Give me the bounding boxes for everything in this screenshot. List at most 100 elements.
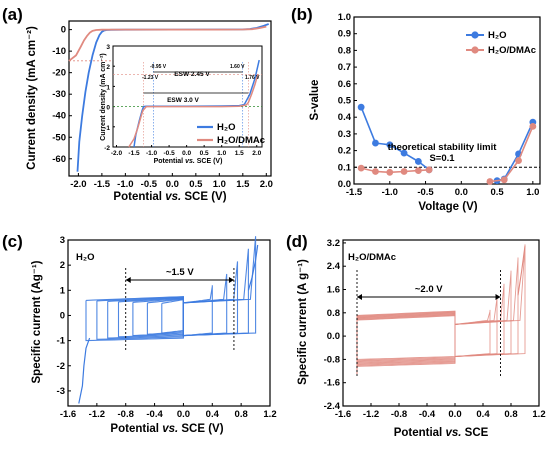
legend-b-marker-water: [471, 31, 479, 39]
panel-d-y-tick-label-2: 1.6: [327, 285, 340, 296]
inset-series: [128, 59, 260, 148]
panel-d-x-tick-label-5: 0.4: [476, 409, 490, 420]
panel-c-y-tick-label-3: 0: [60, 310, 65, 321]
inset-x-tick-label-6: 1.0: [217, 150, 226, 157]
panel-b-point-0-1: [372, 139, 379, 147]
inset-x-tick-label-7: 1.5: [235, 150, 244, 157]
panel-d-window-arrowhead-left: [357, 294, 362, 300]
panel-d-x-tick-label-0: -1.6: [335, 409, 351, 420]
panel-c-y-tick-label-0: 3: [60, 235, 65, 246]
panel-d-cv-loop-left-1: [356, 314, 456, 361]
inset-y-tick-label-1: 2: [106, 64, 110, 71]
panel-b-point-1-9: [529, 122, 537, 130]
inset-x-tick-label-1: -1.5: [128, 150, 140, 157]
panel-d-window-label: ~2.0 V: [415, 284, 443, 295]
panel-d-x-tick-label-7: 1.2: [532, 409, 545, 420]
panel-c-cv-loop-right-0: [182, 285, 213, 337]
panel-c-cv-loop-left-3: [117, 297, 184, 338]
panel-b-legend: H₂O H₂O/DMAc: [466, 30, 536, 56]
panel-b-y-tick-label-10: 1.0: [338, 12, 351, 23]
panel-c-y-tick-label-4: -1: [57, 336, 66, 347]
panel-c-plot-frame: [67, 239, 271, 407]
legend-label-water: H₂O: [217, 122, 235, 133]
panel-c-y-axis-label: Specific current (Ag⁻¹): [31, 260, 43, 383]
inset-ann-176: 1.76 V: [245, 75, 260, 81]
panel-c-cv-curves: [78, 236, 259, 404]
panel-c-x-tick-label-5: 0.4: [206, 409, 220, 420]
panel-d-cv-loop-right-1: [454, 296, 498, 357]
panel-d-x-ticks: -1.6 -1.2 -0.8 -0.4 0.0 0.4 0.8 1.2: [335, 403, 546, 420]
panel-b-y-tick-label-1: 0.1: [338, 162, 352, 173]
panel-b-point-1-2: [386, 168, 394, 176]
panel-b-x-tick-label-3: 0.0: [455, 187, 468, 198]
panel-a-x-tick-label-0: -2.0: [70, 179, 86, 190]
inset-ann-esw245: ESW 2.45 V: [174, 71, 210, 78]
panel-b-point-0-0: [357, 103, 365, 111]
legend-label-dmac: H₂O/DMAc: [217, 135, 265, 146]
inset-ann-160: 1.60 V: [230, 64, 245, 70]
inset-y-tick-label-3: 0: [106, 105, 110, 112]
panel-c-x-tick-label-1: -1.2: [89, 409, 105, 420]
inset-y-tick-label-0: 3: [106, 44, 110, 51]
panel-a-x-tick-label-6: 1.0: [213, 179, 226, 190]
panel-a-y-axis-label: Current density (mA cm⁻²): [26, 26, 38, 170]
inset-x-tick-label-2: -1.0: [146, 150, 158, 157]
panel-a-y-tick-label-6: -60: [52, 154, 66, 165]
panel-a-x-tick-label-1: -1.5: [94, 179, 111, 190]
panel-b-point-1-3: [400, 168, 408, 175]
panel-d-cv-curves: [356, 244, 526, 374]
inset-y-tick-label-2: 1: [106, 84, 110, 91]
panel-b-point-0-3: [400, 149, 408, 157]
panel-d-cv-spike: [517, 245, 526, 296]
panel-b-y-ticks: 0.0 0.1 0.2 0.3 0.4 0.5 0.6 0.7 0.8 0.9 1.0: [338, 12, 357, 190]
inset-x-tick-label-5: 0.5: [200, 150, 209, 157]
panel-b-y-tick-label-3: 0.3: [338, 129, 351, 140]
legend-b-label-dmac: H₂O/DMAc: [488, 45, 536, 56]
panel-b-annotation-s: S=0.1: [429, 153, 455, 164]
panel-c-x-ticks: -1.6 -1.2 -0.8 -0.4 0.0 0.4 0.8 1.2: [60, 403, 277, 420]
panel-a-inset: -2.0 -1.5 -1.0 -0.5 0.0 0.5 1.0 1.5 2.0 3 2 1 0 -1 -2…: [100, 44, 263, 165]
inset-frame: [112, 45, 263, 148]
panel-d-cv-loop-left-4: [356, 312, 456, 364]
panel-b-y-tick-label-6: 0.6: [338, 79, 351, 90]
panel-b-line-0-1: [496, 121, 534, 182]
panel-b-y-axis-label: S-value: [309, 80, 321, 121]
panel-c: (c) -1.6 -1.2 -0.8 -0.4 0.0 0.4 0.8 1.2 3 2 1 0 -1 -…: [2, 232, 277, 435]
panel-d-y-tick-label-3: 0.8: [327, 308, 340, 319]
panel-d-y-axis-label: Specific current (A g⁻¹): [297, 259, 309, 385]
panel-c-cv-loop-right-4: [182, 236, 257, 337]
panel-c-series-label: H₂O: [76, 252, 94, 263]
panel-c-cv-loop-right-1: [182, 273, 228, 337]
panel-b-line-1-1: [489, 126, 534, 183]
panel-b-y-tick-label-9: 0.9: [338, 29, 351, 40]
inset-y-tick-label-5: -2: [104, 145, 110, 152]
panel-b-point-1-0: [357, 164, 365, 172]
panel-a-y-tick-label-3: -30: [52, 89, 66, 100]
panel-c-cv-spike: [247, 244, 259, 291]
panel-d-window: ~2.0 V: [356, 270, 501, 376]
panel-b-point-1-6: [486, 178, 494, 185]
panel-a-x-axis-label: Potential vs. SCE (V): [113, 191, 226, 203]
panel-a-x-tick-label-8: 2.0: [260, 179, 273, 190]
panel-b-x-axis-label: Voltage (V): [418, 201, 477, 213]
panel-a-y-tick-label-4: -40: [52, 111, 66, 122]
inset-y-axis-label: Current density (mA cm⁻²): [100, 53, 107, 140]
panel-c-label: (c): [2, 232, 23, 251]
panel-a-y-tick-label-2: -20: [52, 68, 66, 79]
panel-d-x-tick-label-4: 0.0: [448, 409, 461, 420]
panel-d-y-tick-label-6: -1.6: [324, 378, 340, 389]
inset-x-tick-label-0: -2.0: [111, 150, 123, 157]
panel-c-x-tick-label-7: 1.2: [263, 409, 276, 420]
panel-a: (a) -2.0 -1.5 -1.0 -0.5 0.0 0.5 1.0 1.5 2.0 0-10…: [2, 5, 273, 203]
panel-c-x-tick-label-0: -1.6: [60, 409, 76, 420]
panel-b-point-1-7: [500, 176, 508, 184]
panel-d-series-label: H₂O/DMAc: [348, 252, 396, 263]
panel-b-label: (b): [291, 5, 313, 24]
panel-c-x-tick-label-4: 0.0: [177, 409, 190, 420]
panel-b-x-tick-label-2: -0.5: [417, 187, 434, 198]
panel-d-x-tick-label-6: 0.8: [504, 409, 517, 420]
panel-a-y-ticks: 0 -10 -20 -30 -40 -50 -60: [52, 25, 72, 165]
panel-b-point-1-4: [414, 167, 422, 175]
